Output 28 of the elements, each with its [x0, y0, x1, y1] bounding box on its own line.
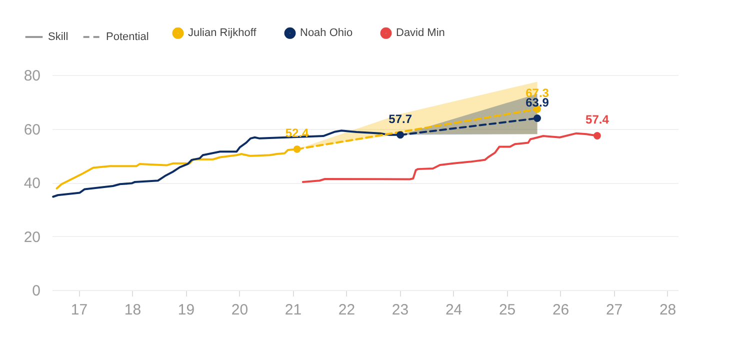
x-tick-label: 26 — [552, 302, 570, 318]
x-tick-label: 27 — [606, 302, 623, 318]
x-tick-label: 28 — [659, 302, 676, 318]
text: Skill — [48, 31, 68, 43]
y-tick-label: 80 — [24, 68, 40, 84]
x-tick-label: 25 — [498, 302, 516, 318]
point — [396, 131, 404, 139]
data-label: 57.7 — [388, 112, 412, 126]
y-tick-label: 20 — [24, 228, 40, 246]
x-tick-label: 17 — [70, 302, 88, 318]
y-tick-label: 0 — [32, 282, 40, 300]
legend-label: David Min — [396, 27, 445, 40]
x-tick-label: 18 — [124, 302, 142, 318]
x-tick-label: 22 — [338, 302, 356, 318]
point — [594, 132, 601, 140]
legend-label: Julian Rijkhoff — [188, 27, 258, 40]
x-tick-label: 21 — [284, 302, 302, 318]
x-tick-label: 20 — [231, 302, 248, 318]
x-tick-label: 19 — [178, 302, 195, 318]
y-tick-label: 60 — [24, 121, 40, 138]
legend-label: Noah Ohio — [300, 27, 353, 40]
x-tick-label: 24 — [445, 302, 462, 318]
point — [534, 114, 541, 122]
x-tick-label: 23 — [392, 302, 409, 318]
data-label: 57.4 — [586, 112, 610, 127]
y-tick-label: 40 — [24, 175, 40, 192]
text: Potential — [106, 31, 149, 43]
point — [293, 145, 301, 153]
